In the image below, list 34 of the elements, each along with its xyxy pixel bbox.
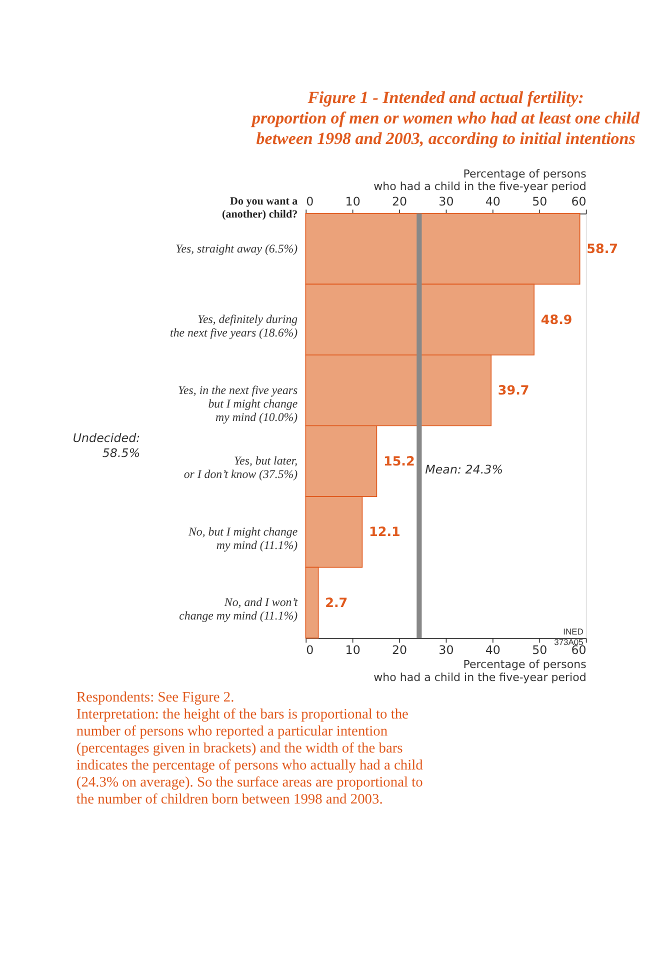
x-tick-label: 30 [438, 642, 454, 657]
x2-tick-label: 30 [438, 194, 454, 208]
y-tick-label: No, and I won’t change my mind (11.1%) [179, 595, 298, 623]
y-tick-label: Yes, straight away (6.5%) [176, 241, 298, 256]
y-tick-label: Yes, definitely during the next five years (18.6%) [170, 312, 298, 340]
x-tick-label: 20 [392, 642, 408, 657]
x2-tick-label: 50 [532, 194, 548, 208]
y-axis-title: Do you want a (another) child? [222, 196, 298, 220]
y-tick-label: Yes, in the next five years but I might change my mind (10.0%) [178, 382, 298, 424]
data-label: 39.7 [498, 384, 530, 399]
data-label: 2.7 [325, 596, 348, 611]
x-tick-label: 10 [345, 642, 360, 657]
y-tick-label: Yes, but later, or I don’t know (37.5%) [184, 454, 298, 482]
x-tick-label: 0 [306, 642, 314, 657]
x2-tick-label: 0 [306, 194, 314, 208]
data-label: 48.9 [540, 312, 572, 328]
text: Interpretation: the height of the bars is proportional to the number of persons who reported a particular intention (percentages given in brackets) and the width of the bars indicates the percentage of persons who actually had a child (24.3% on average). So the surface areas are proportional to the number of children born between 1998 and 2003. [76, 706, 424, 808]
x-tick-label: 40 [485, 642, 500, 657]
data-label: 12.1 [369, 525, 400, 540]
text: Respondents: See Figure 2. [76, 690, 234, 706]
data-label: 15.2 [383, 454, 415, 470]
x2-tick-label: 60 [571, 194, 586, 208]
x2-tick-label: 10 [345, 194, 360, 208]
chart-title: Figure 1 - Intended and actual fertility: proportion of men or women who had at least one child between 1998 and 2003, according to initial intentions [250, 88, 640, 148]
data-label: 58.7 [586, 242, 618, 258]
x-axis-title: Percentage of persons who had a child in the five-year period [374, 658, 587, 684]
x2-axis-title: Percentage of persons who had a child in the five-year period [374, 167, 587, 194]
annotation: INED 373A05 [554, 626, 584, 647]
x-tick-label: 50 [532, 642, 548, 657]
ref-line-label: Mean: 24.3% [425, 462, 503, 477]
text: Undecided: 58.5% [72, 430, 140, 460]
x2-tick-label: 20 [392, 194, 408, 208]
y-tick-label: No, but I might change my mind (11.1%) [187, 524, 298, 552]
x2-tick-label: 40 [485, 194, 500, 208]
